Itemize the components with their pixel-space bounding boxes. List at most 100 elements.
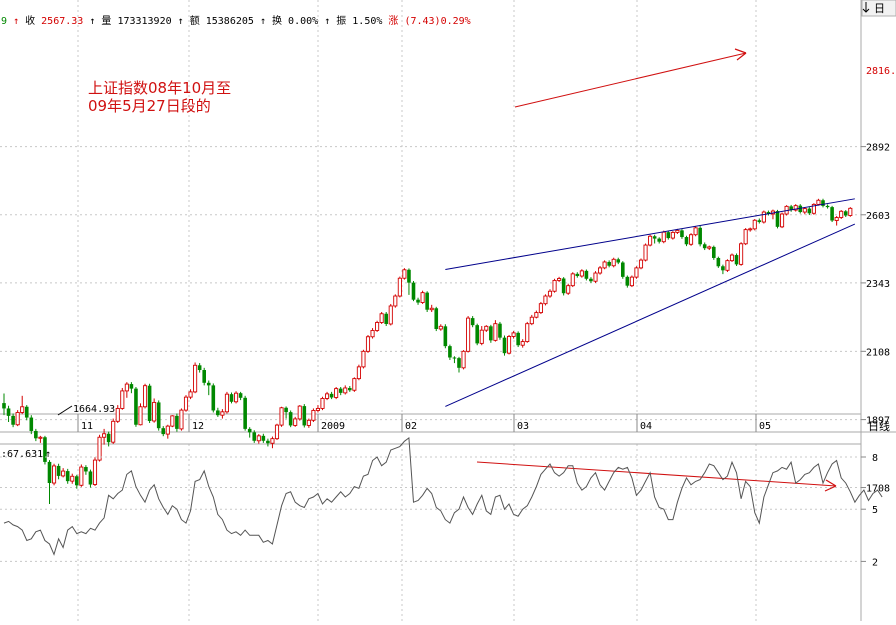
- candle: [56, 463, 61, 480]
- candle-body: [652, 236, 657, 239]
- candle: [721, 264, 725, 275]
- candle-body: [197, 365, 202, 371]
- candle: [306, 418, 311, 428]
- candle-body: [448, 346, 452, 358]
- candle-body: [329, 393, 334, 398]
- candle-body: [834, 217, 839, 221]
- candle-body: [525, 323, 530, 343]
- candle: [752, 219, 757, 231]
- candle-body: [97, 436, 102, 461]
- candle: [589, 277, 593, 283]
- candle: [183, 395, 189, 412]
- candle-body: [634, 267, 639, 278]
- candle: [329, 391, 334, 400]
- candle: [229, 392, 234, 404]
- candle: [725, 259, 730, 272]
- candle: [161, 426, 166, 437]
- candle-body: [293, 418, 298, 426]
- candle-body: [557, 278, 562, 281]
- candle-body: [502, 337, 507, 354]
- candle: [97, 434, 102, 462]
- candle-body: [425, 292, 429, 310]
- candle: [375, 320, 380, 332]
- candle: [120, 387, 125, 410]
- candle-body: [233, 392, 239, 403]
- candle: [343, 385, 348, 395]
- candle-body: [306, 419, 311, 426]
- candle: [638, 258, 644, 270]
- candle: [411, 280, 416, 302]
- candle-body: [361, 350, 366, 368]
- candle: [279, 406, 284, 427]
- volume-value: 173313920: [117, 16, 171, 27]
- period-toolbar-button[interactable]: 日: [861, 0, 896, 17]
- candle-body: [493, 323, 498, 341]
- candle: [6, 405, 11, 422]
- indicator-axis: 8 5 2: [861, 453, 878, 568]
- candle-body: [484, 325, 489, 331]
- candle: [848, 207, 853, 217]
- rising-arrow: [514, 48, 747, 108]
- candle-body: [547, 290, 553, 297]
- candle-body: [407, 269, 411, 283]
- candle: [793, 204, 798, 212]
- candle: [616, 257, 621, 265]
- candle: [211, 383, 216, 413]
- price-tick-label: 2108: [866, 347, 890, 358]
- candle-body: [848, 207, 853, 216]
- candle: [775, 209, 780, 229]
- candle-body: [156, 402, 161, 429]
- date-axis: 11 12 2009 02 03 04 05: [77, 414, 771, 432]
- candle: [142, 383, 148, 409]
- candle-body: [229, 394, 234, 402]
- candle: [566, 283, 571, 295]
- price-tick-label: 1897: [866, 416, 890, 427]
- candle: [466, 316, 471, 353]
- candle: [743, 228, 748, 246]
- candle: [425, 291, 429, 313]
- candle: [416, 297, 420, 305]
- candle-body: [334, 388, 339, 398]
- candle: [621, 261, 625, 279]
- candle-body: [825, 205, 830, 208]
- candle: [238, 391, 243, 401]
- candle: [470, 316, 475, 328]
- candle-body: [843, 211, 848, 216]
- date-tick-label: 02: [405, 421, 417, 432]
- candle-body: [775, 211, 780, 227]
- candle-body: [511, 332, 516, 337]
- up-arrow-icon: ↑: [89, 16, 95, 27]
- candle: [393, 294, 398, 308]
- candle-body: [375, 322, 380, 331]
- candle: [29, 415, 34, 435]
- low-price-label: 1664.93: [73, 404, 115, 415]
- candle: [129, 382, 134, 394]
- candle-body: [356, 366, 361, 380]
- candle: [165, 424, 170, 439]
- candle: [648, 234, 653, 247]
- candle-body: [748, 228, 753, 231]
- candle: [611, 257, 616, 268]
- candle-body: [138, 406, 143, 426]
- candle-body: [188, 391, 193, 398]
- candle: [134, 386, 138, 427]
- candle: [798, 204, 803, 214]
- candle-body: [716, 257, 721, 267]
- candle-body: [348, 387, 352, 391]
- candle-body: [802, 208, 807, 213]
- candle-body: [452, 357, 457, 359]
- candle: [493, 320, 498, 342]
- candle: [138, 403, 143, 426]
- candle-body: [816, 199, 821, 205]
- candle-body: [34, 430, 38, 439]
- candle: [115, 405, 120, 424]
- candle: [252, 430, 257, 443]
- candle-body: [384, 313, 388, 324]
- candle: [834, 216, 839, 226]
- low-pointer-line: [57, 405, 73, 416]
- candle-body: [489, 326, 493, 341]
- candle: [434, 306, 439, 332]
- candle: [2, 393, 6, 416]
- indicator-tick-label: 5: [872, 505, 878, 516]
